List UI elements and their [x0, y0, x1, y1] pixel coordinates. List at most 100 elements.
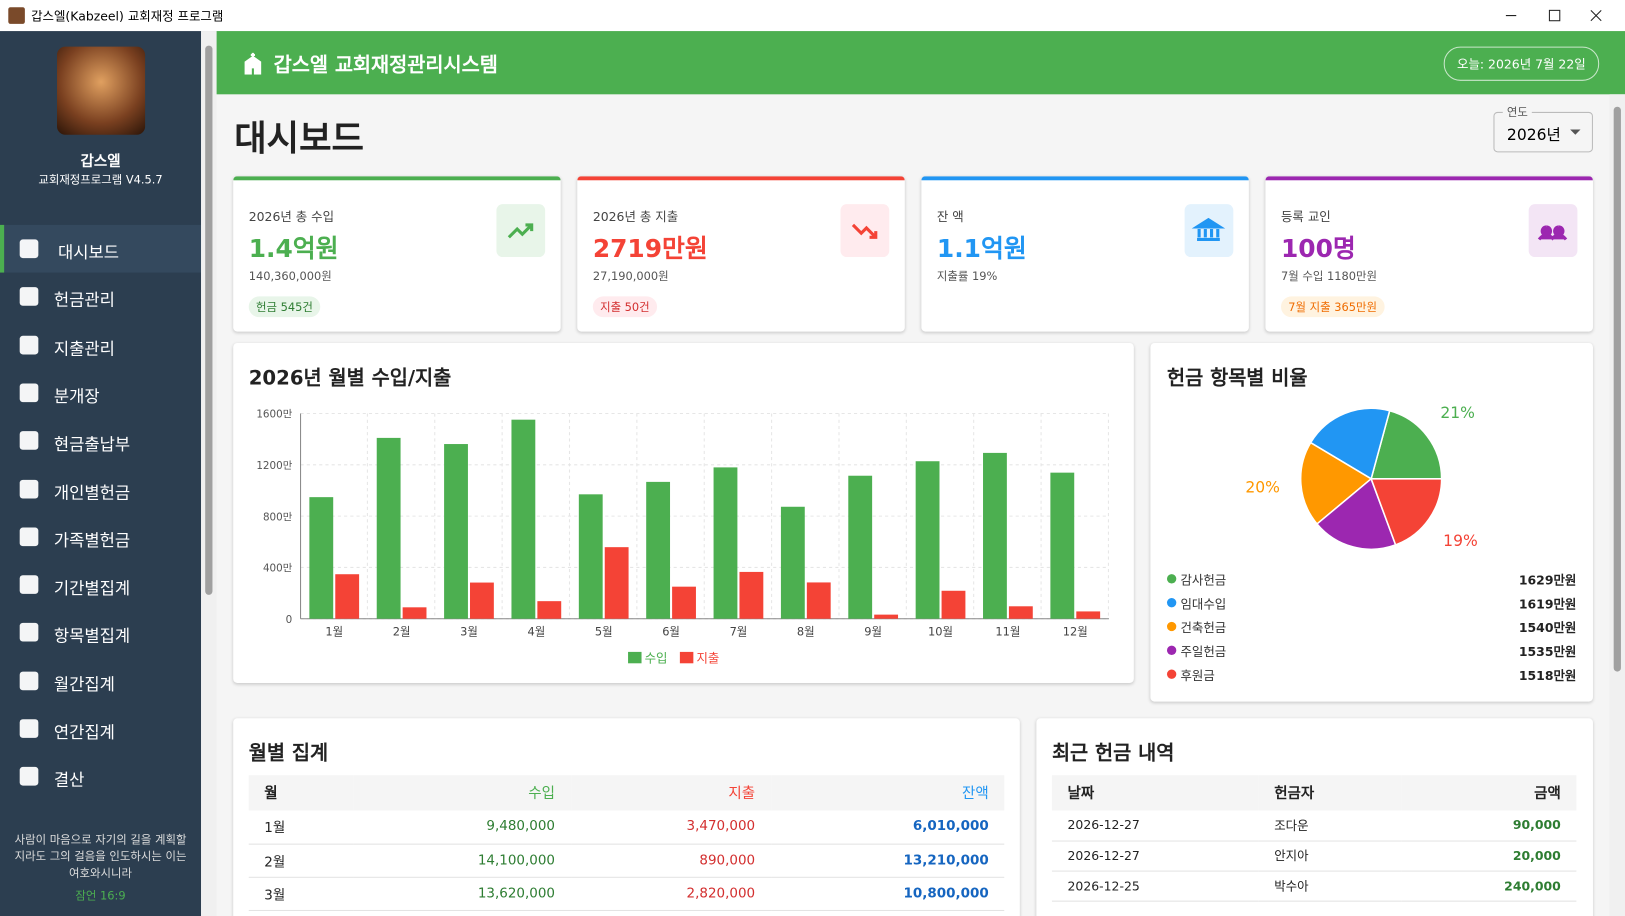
icon-path — [851, 223, 878, 239]
x-tick-label: 4월 — [527, 624, 545, 638]
table-cell: 240,000 — [1400, 870, 1577, 902]
menu-item[interactable]: 연간집계 — [0, 705, 201, 753]
legend-value: 1518만원 — [1518, 668, 1577, 683]
card-badge: 지출 50건 — [592, 296, 657, 318]
legend-label: 주일헌금 — [1180, 644, 1227, 660]
title-bar: 갑스엘(Kabzeel) 교회재정 프로그램 — [0, 0, 1625, 33]
monthly-table-panel: 월별 집계 월 수입 지출 잔액 1월 9,480,000 3,470,000 6,010,0… — [233, 718, 1020, 916]
menu-item[interactable]: 가족별헌금 — [0, 513, 201, 561]
window-title: 갑스엘(Kabzeel) 교회재정 프로그램 — [31, 9, 224, 24]
x-tick-label: 3월 — [460, 624, 478, 638]
x-tick-label: 11월 — [995, 624, 1020, 638]
x-tick-label: 9월 — [864, 624, 882, 638]
maximize[interactable] — [1548, 9, 1561, 22]
table-cell: 2월 — [248, 843, 354, 878]
sidebar-scrollbar[interactable] — [201, 31, 217, 916]
bar — [511, 419, 536, 619]
year-select[interactable]: 연도 2026년 — [1493, 103, 1593, 153]
table-row: 3월 13,620,000 2,820,000 10,800,000 — [248, 876, 1005, 911]
table-row: 1월 9,480,000 3,470,000 6,010,000 — [248, 810, 1005, 845]
summary-card: 등록 교인 100명 7월 수입 1180만원 7월 지출 365만원 — [1265, 176, 1593, 332]
card-icon — [1528, 204, 1578, 258]
icon-glyph — [1537, 225, 1568, 241]
menu-item[interactable]: 헌금관리 — [0, 273, 201, 321]
year-value: 2026년 — [1506, 125, 1561, 145]
card-icon — [840, 204, 890, 258]
icon-path — [507, 223, 534, 239]
legend-dot — [1166, 621, 1177, 632]
pie-chart: 21%20%20%19% — [1245, 404, 1477, 550]
bar — [335, 574, 360, 619]
menu-icon — [19, 383, 39, 403]
summary-card: 2026년 총 지출 2719만원 27,190,000원 지출 50건 — [577, 176, 905, 332]
menu-icon — [19, 287, 39, 307]
card-icon — [496, 204, 546, 258]
scroll-thumb[interactable] — [205, 45, 213, 595]
bar — [848, 475, 873, 619]
menu-item[interactable]: 개인별헌금 — [0, 465, 201, 513]
scroll-thumb[interactable] — [1613, 106, 1621, 672]
table-cell: 2026-12-25 — [1051, 870, 1259, 902]
column-header: 지출 — [570, 775, 771, 811]
y-tick-label: 1200만 — [256, 460, 292, 472]
table-cell: 90,000 — [1400, 810, 1577, 842]
menu-item[interactable]: 결산 — [0, 753, 201, 801]
menu-item[interactable]: 대시보드 — [0, 224, 202, 273]
monthly-table: 월 수입 지출 잔액 1월 9,480,000 3,470,000 6,010,000 2월 14… — [248, 775, 1005, 911]
menu-item[interactable]: 월간집계 — [0, 657, 201, 705]
bar — [1050, 472, 1075, 619]
bar — [941, 590, 966, 619]
slice-label: 21% — [1440, 404, 1475, 422]
menu-item[interactable]: 현금출납부 — [0, 417, 201, 465]
main-scrollbar[interactable] — [1609, 94, 1625, 916]
bar — [874, 614, 899, 619]
bar — [646, 481, 671, 619]
bar — [309, 497, 334, 619]
table-cell: 박수아 — [1258, 870, 1401, 902]
year-select-label: 연도 — [1502, 103, 1533, 121]
bar — [780, 506, 805, 619]
window-controls[interactable] — [1492, 0, 1625, 31]
table-cell: 3월 — [248, 876, 354, 911]
icon-glyph — [1191, 217, 1226, 241]
summary-card: 2026년 총 수입 1.4억원 140,360,000원 헌금 545건 — [233, 176, 561, 332]
card-sub: 140,360,000원 — [248, 269, 332, 283]
bar — [376, 437, 401, 619]
sidebar: 갑스엘 교회재정프로그램 V4.5.7 사람이 마음으로 자기의 길을 계획할지… — [0, 31, 202, 916]
column-header: 헌금자 — [1258, 775, 1401, 811]
legend-label: 수입 — [645, 650, 668, 665]
bar — [739, 571, 764, 619]
table-cell: 20,000 — [1400, 840, 1577, 872]
verse: 사람이 마음으로 자기의 길을 계획할지라도 그의 걸음을 인도하시는 이는 여… — [14, 833, 187, 880]
legend-value: 1619만원 — [1518, 596, 1577, 612]
table-cell: 안지아 — [1258, 840, 1401, 872]
menu-item[interactable]: 항목별집계 — [0, 609, 201, 657]
bar — [713, 467, 738, 619]
close[interactable] — [1590, 9, 1602, 22]
bar — [672, 586, 696, 619]
menu-item[interactable]: 지출관리 — [0, 321, 201, 369]
icon-glyph — [851, 223, 878, 239]
table-cell: 1월 — [248, 810, 354, 845]
menu-item[interactable]: 분개장 — [0, 369, 201, 417]
summary-card: 잔 액 1.1억원 지출률 19% — [921, 176, 1249, 332]
card-sub: 27,190,000원 — [592, 269, 669, 283]
card-label: 등록 교인 — [1280, 209, 1331, 224]
x-tick-label: 8월 — [797, 624, 815, 638]
bar — [604, 547, 629, 619]
y-tick-label: 0 — [286, 614, 293, 626]
table-cell: 10,800,000 — [770, 876, 1005, 911]
menu-item[interactable]: 기간별집계 — [0, 561, 201, 609]
recent-table: 날짜 헌금자 금액 2026-12-27 조다운 90,000 2026-12-27 안지아 2… — [1051, 775, 1577, 902]
table-cell: 890,000 — [570, 843, 771, 878]
x-tick-label: 5월 — [595, 624, 613, 638]
menu-icon — [19, 479, 39, 498]
card-value: 2719만원 — [592, 234, 708, 264]
x-tick-label: 12월 — [1063, 624, 1088, 638]
chart-title: 2026년 월별 수입/지출 — [248, 366, 452, 390]
menu-label: 지출관리 — [53, 338, 115, 359]
legend-swatch — [679, 651, 694, 664]
verse-ref: 잠언 16:9 — [75, 889, 126, 903]
